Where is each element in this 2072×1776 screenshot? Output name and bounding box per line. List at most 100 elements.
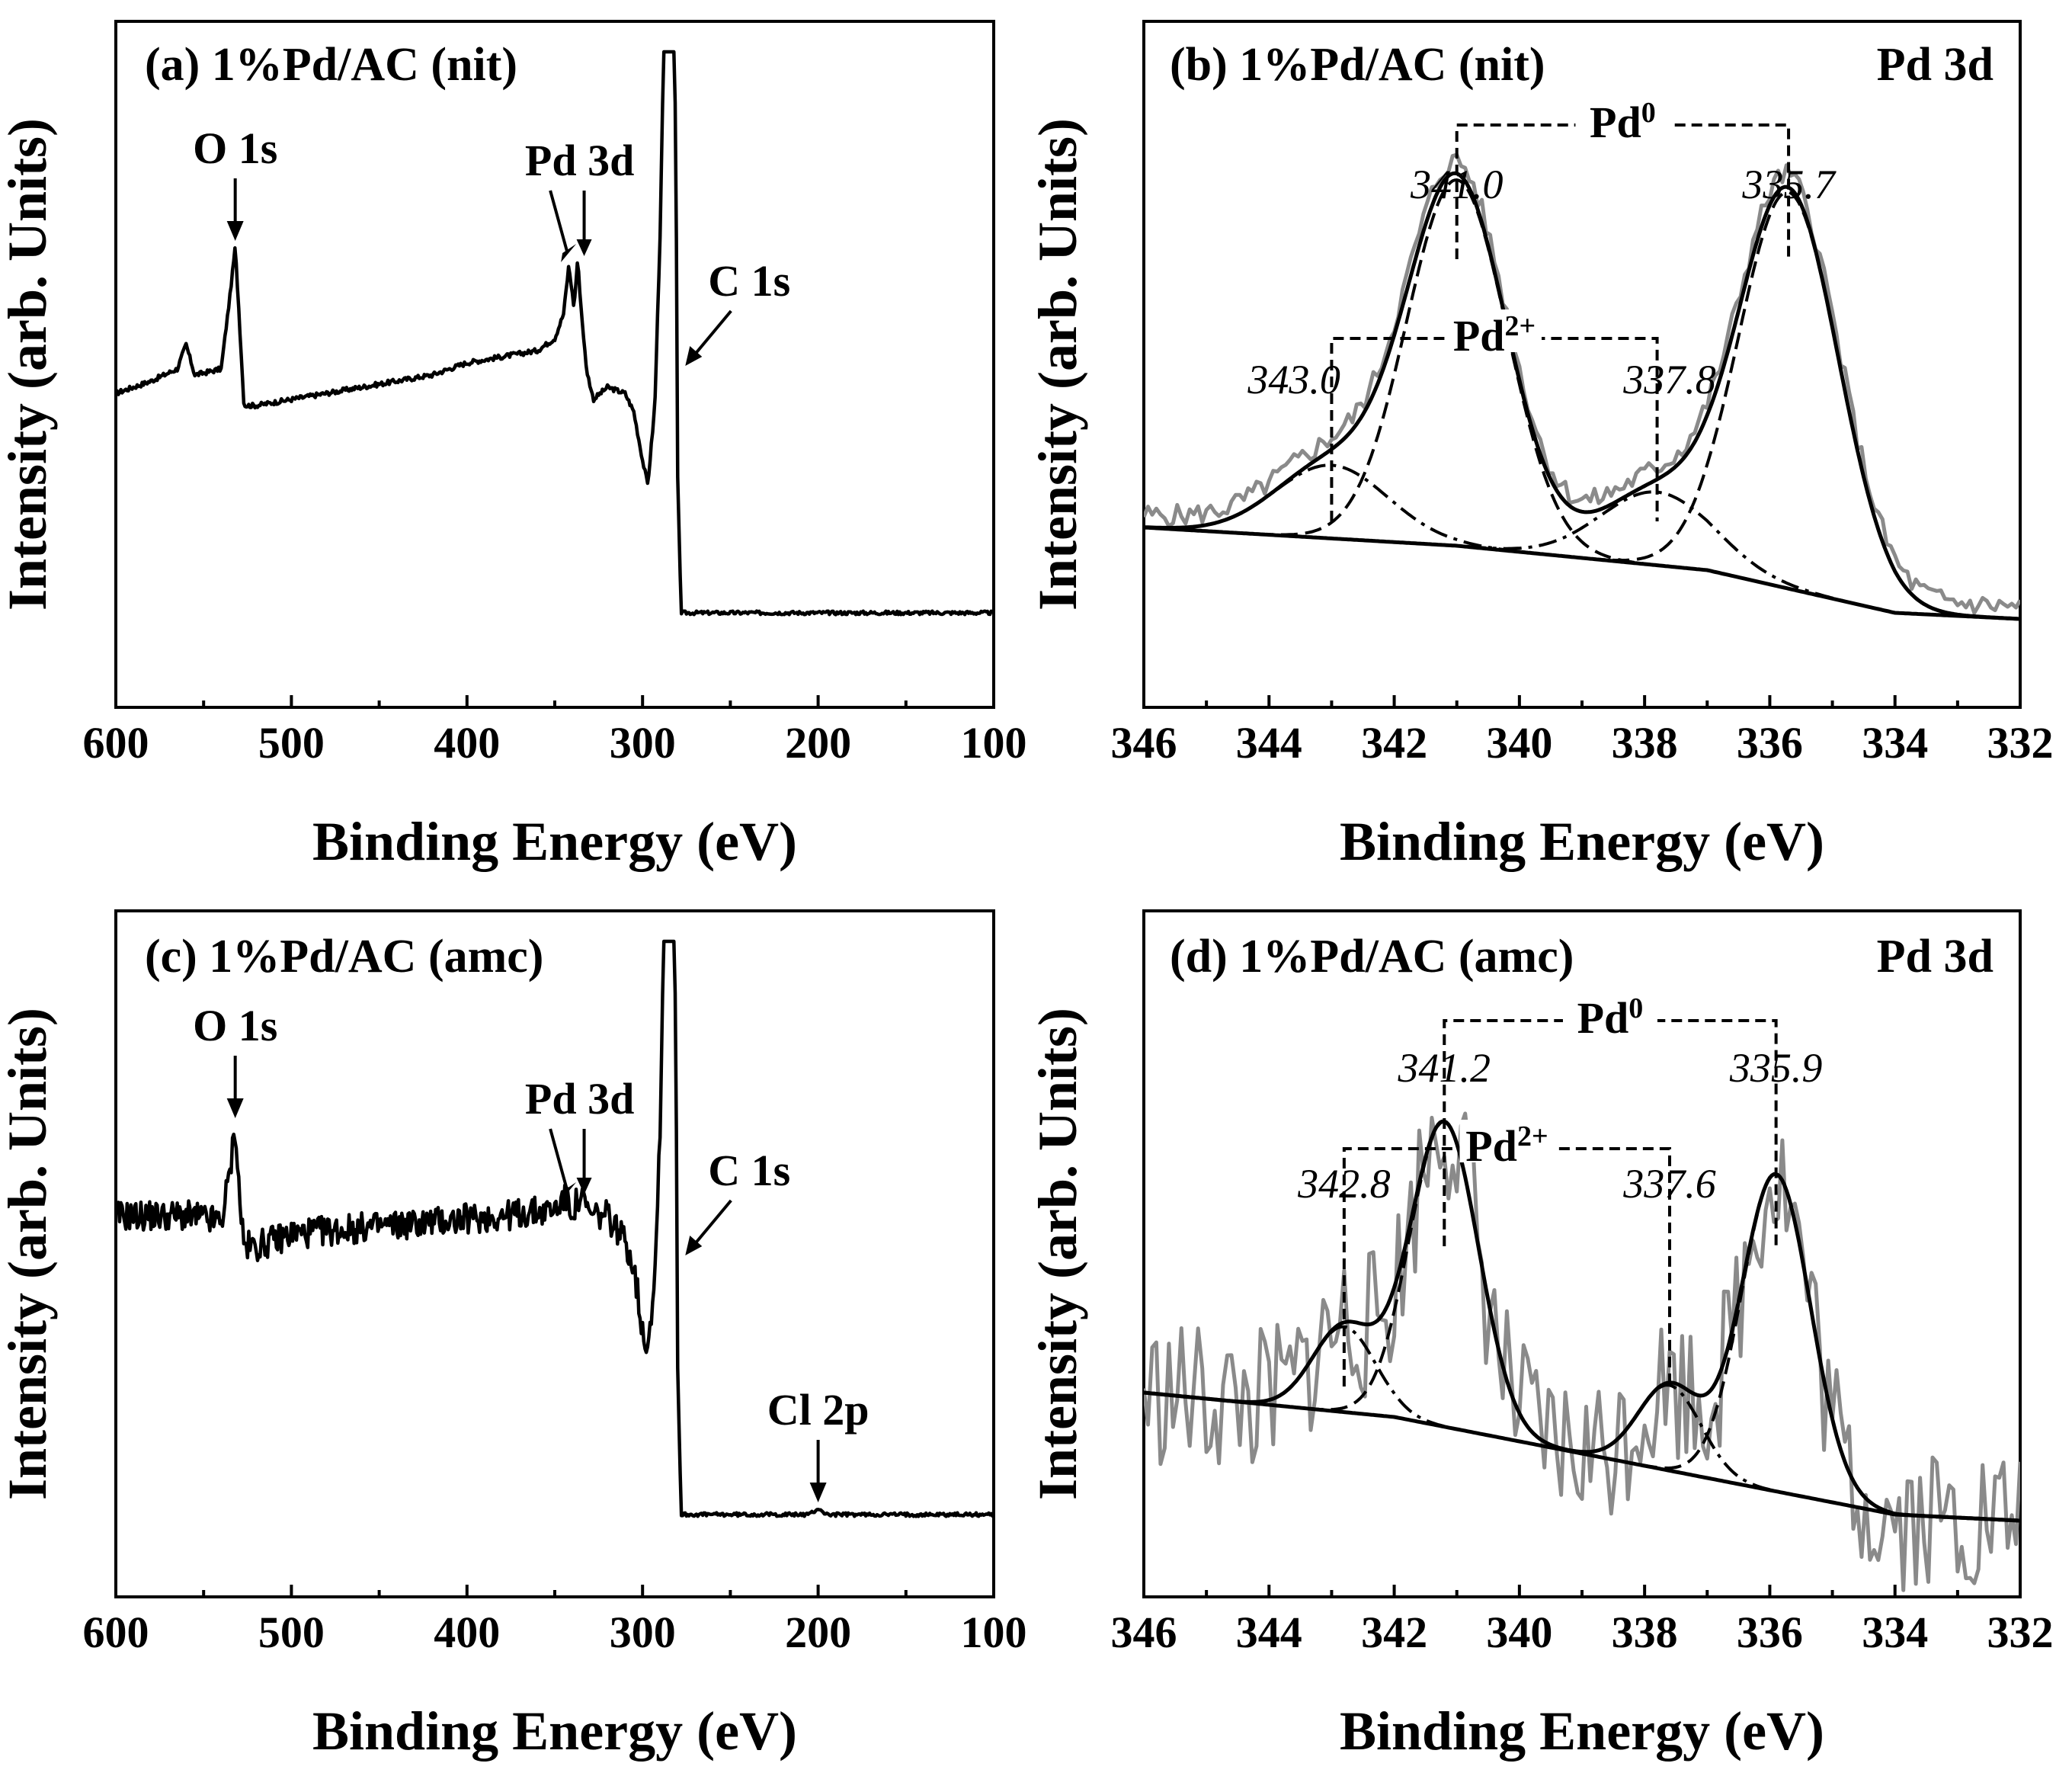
peak-energy-label: 337.6 (1622, 1161, 1716, 1207)
x-tick-label: 100 (961, 1608, 1027, 1657)
annotation-label: C 1s (708, 1146, 790, 1195)
x-tick-label: 342 (1361, 718, 1427, 768)
annotation-label: Pd 3d (525, 1074, 634, 1124)
arrowhead-icon (809, 1483, 827, 1502)
y-axis-label: Intensity (arb. Units) (1027, 118, 1088, 611)
peak-energy-label: 337.8 (1622, 357, 1716, 402)
arrowhead-icon (226, 1098, 244, 1118)
x-tick-label: 336 (1737, 718, 1803, 768)
bracket-line (1455, 123, 1791, 259)
annotation-label: C 1s (708, 256, 790, 306)
pd0-component-curve (1256, 178, 1657, 567)
measured-spectrum-line (1144, 152, 2020, 615)
arrowhead-icon (685, 346, 703, 366)
panel-title: (c) 1%Pd/AC (amc) (145, 931, 543, 983)
panel-c-survey-amc: 600 500 400 300 200 100 Binding Energy (eV) Int… (0, 909, 1027, 1762)
x-tick-label: 346 (1111, 718, 1177, 768)
plot-area (116, 50, 994, 617)
panel-d-pd3d-amc: 346 344 342 340 338 336 334 332 Binding Energy (… (1027, 909, 2054, 1762)
y-axis-label: Intensity (arb. Units) (1027, 1008, 1088, 1500)
measured-spectrum-line (1144, 1111, 2020, 1592)
annotation-label: O 1s (193, 123, 277, 173)
peak-annotation: O 1s (193, 1001, 277, 1118)
x-tick-label: 344 (1236, 718, 1302, 768)
x-tick-label: 344 (1236, 1608, 1302, 1657)
arrowhead-icon (576, 1178, 592, 1194)
x-tick-label: 338 (1612, 1608, 1678, 1657)
panel-a-survey-nit: 600 500 400 300 200 100 Binding Energy (eV) Int… (0, 20, 1027, 872)
x-tick-label: 500 (258, 1608, 325, 1657)
x-tick-label: 332 (1987, 1608, 2054, 1657)
region-label: Pd 3d (1877, 39, 1994, 91)
x-axis-label: Binding Energy (eV) (312, 1701, 797, 1762)
bracket-label-bg (1562, 992, 1657, 1034)
arrowhead-icon (561, 244, 577, 262)
plot-area (116, 939, 994, 1518)
plot-area (1144, 152, 2020, 621)
x-tick-label: 332 (1987, 718, 2054, 768)
peak-annotation: C 1s (685, 1146, 790, 1255)
x-tick-label: 334 (1862, 718, 1928, 768)
peak-energy-label: 342.8 (1297, 1161, 1391, 1207)
assignment-bracket: Pd2+ (1342, 1120, 1671, 1386)
x-tick-label: 340 (1486, 1608, 1552, 1657)
panel-title: (d) 1%Pd/AC (amc) (1170, 931, 1574, 983)
bracket-label-bg (1575, 96, 1670, 139)
peak-energy-label: 335.7 (1741, 162, 1837, 207)
bracket-label-bg (1447, 309, 1542, 352)
x-tick-label: 600 (83, 718, 149, 768)
arrowhead-icon (685, 1236, 703, 1255)
panel-title: (b) 1%Pd/AC (nit) (1170, 39, 1545, 91)
bracket-label-bg (1459, 1120, 1555, 1162)
x-axis-label: Binding Energy (eV) (312, 811, 797, 872)
pd2-component-curve (1144, 463, 1555, 557)
arrowhead-icon (576, 239, 592, 256)
arrow-icon (691, 309, 732, 358)
arrow-icon (691, 1199, 732, 1248)
bracket-label: Pd2+ (1453, 310, 1536, 361)
assignment-bracket: Pd0 (1455, 96, 1791, 259)
peak-annotation: Cl 2p (767, 1385, 869, 1502)
x-tick-label: 600 (83, 1608, 149, 1657)
x-tick-label: 336 (1737, 1608, 1803, 1657)
y-axis-label: Intensity (arb. Units) (0, 1008, 58, 1500)
x-tick-label: 334 (1862, 1608, 1928, 1657)
bracket-label: Pd2+ (1465, 1120, 1548, 1171)
survey-spectrum-line (116, 939, 994, 1518)
bracket-label: Pd0 (1577, 992, 1644, 1043)
peak-annotation: Pd 3d (525, 136, 634, 262)
arrow-icon (549, 190, 569, 252)
peak-annotation: Pd 3d (525, 1074, 634, 1201)
x-axis-label: Binding Energy (eV) (1340, 1701, 1824, 1762)
x-tick-label: 400 (434, 1608, 500, 1657)
x-tick-label: 300 (610, 718, 676, 768)
x-tick-label: 200 (785, 718, 851, 768)
panel-b-pd3d-nit: 346 344 342 340 338 336 334 332 Binding Energy (… (1027, 20, 2054, 872)
annotation-label: O 1s (193, 1001, 277, 1050)
x-tick-label: 200 (785, 1608, 851, 1657)
x-tick-label: 340 (1486, 718, 1552, 768)
annotation-label: Cl 2p (767, 1385, 869, 1435)
plot-area (1144, 1111, 2020, 1592)
peak-energy-label: 343.0 (1247, 357, 1340, 402)
x-tick-label: 500 (258, 718, 325, 768)
bracket-line (1342, 1147, 1671, 1386)
x-tick-label: 342 (1361, 1608, 1427, 1657)
peak-energy-label: 341.2 (1398, 1045, 1491, 1091)
background-line (1144, 525, 2020, 621)
survey-spectrum-line (116, 50, 994, 617)
pd2-component-curve (1431, 490, 1881, 611)
fitted-envelope-line (1144, 1119, 2020, 1523)
panel-title: (a) 1%Pd/AC (nit) (145, 39, 517, 91)
arrowhead-icon (561, 1182, 577, 1201)
fitted-envelope-line (1144, 171, 2020, 621)
peak-energy-label: 341.0 (1410, 162, 1504, 207)
annotation-label: Pd 3d (525, 136, 634, 185)
x-tick-label: 346 (1111, 1608, 1177, 1657)
x-tick-label: 300 (610, 1608, 676, 1657)
y-axis-label: Intensity (arb. Units) (0, 118, 58, 611)
assignment-bracket: Pd2+ (1330, 309, 1659, 521)
x-axis-label: Binding Energy (eV) (1340, 811, 1824, 872)
peak-annotation: O 1s (193, 123, 277, 241)
